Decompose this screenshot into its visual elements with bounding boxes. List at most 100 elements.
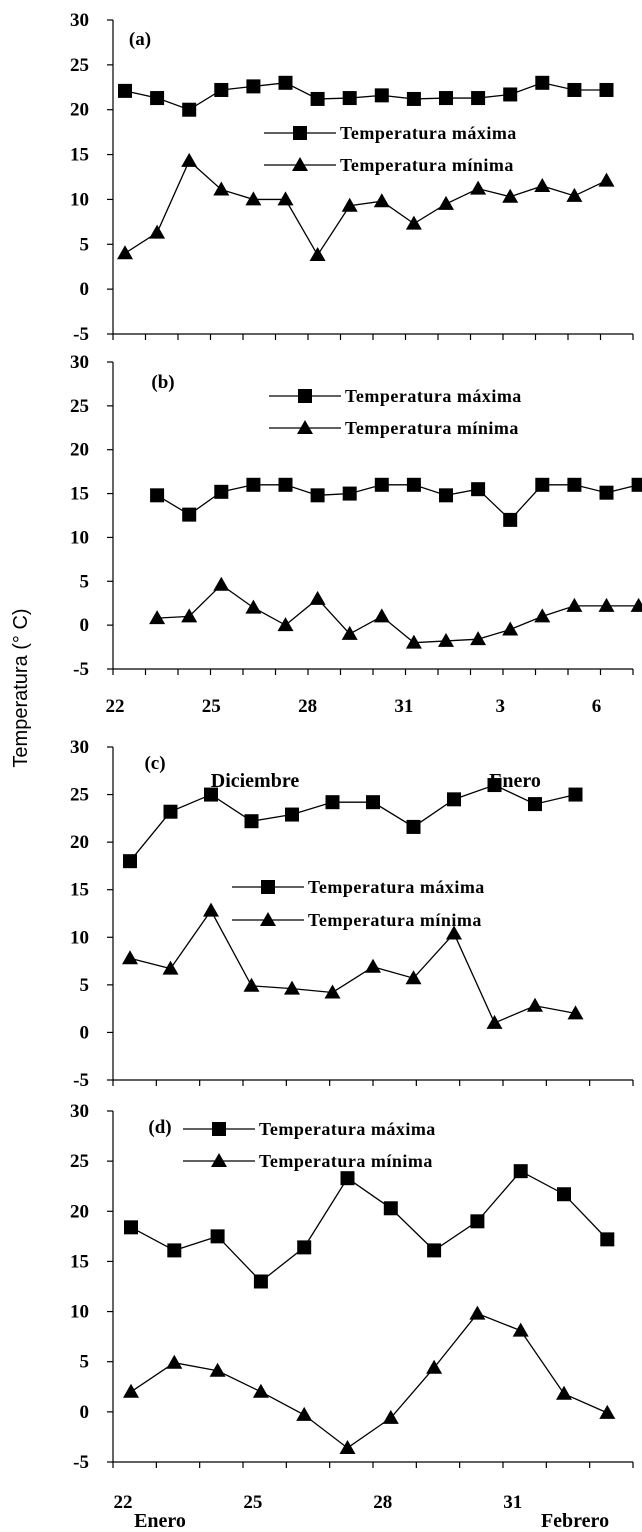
point-maxima [366,795,380,810]
series-line-minima [124,159,607,257]
panel-label: (d) [148,1117,171,1138]
y-tick-label: 0 [80,615,90,636]
point-maxima [567,477,582,492]
point-maxima [439,91,453,106]
point-maxima [342,91,357,106]
y-tick-label: 20 [70,1201,89,1222]
y-tick-label: 10 [70,527,89,548]
point-minima [117,245,133,260]
y-tick-label: 25 [70,55,89,76]
point-minima [341,625,358,640]
point-maxima [310,488,325,503]
point-maxima [528,797,542,812]
point-maxima [182,102,197,117]
point-minima [512,1322,529,1337]
month-label: Enero [489,770,541,792]
point-maxima [310,91,325,106]
point-minima [252,1383,269,1398]
point-minima [166,1354,183,1369]
chart-panel-b: 30 25 20 15 10 5 0 -5 22 25 28 31 3 6 Diciembre Enero (b… [70,352,642,792]
point-maxima [471,482,486,497]
point-maxima [150,488,165,503]
point-minima [284,980,300,995]
y-tick-label: -5 [73,1452,89,1473]
y-tick-label: 25 [70,785,89,806]
point-minima [599,1404,616,1419]
point-maxima [325,795,340,810]
point-maxima [503,512,518,527]
point-minima [309,247,326,262]
y-tick-label: 5 [80,975,90,996]
x-tick-label: 3 [495,696,505,717]
y-tick-label: 10 [70,927,89,948]
point-maxima [487,778,502,793]
legend-label-maxima: Temperatura máxima [340,123,517,143]
point-minima [405,970,422,985]
point-minima [339,1439,356,1454]
legend-marker-minima [297,420,313,434]
y-tick-label: 5 [80,1352,90,1373]
y-tick-label: 20 [70,440,89,461]
legend-label-minima: Temperatura mínima [345,418,519,438]
legend-label-minima: Temperatura mínima [340,155,514,175]
x-tick-label: 25 [243,1492,262,1513]
point-maxima [340,1171,355,1186]
x-tick-label: 28 [373,1492,392,1513]
point-minima [566,187,583,202]
point-minima [162,960,179,975]
y-tick-label: -5 [73,1070,89,1091]
point-maxima [568,787,583,802]
point-maxima [253,1274,268,1289]
legend-marker-minima [292,157,308,171]
point-maxima [447,792,461,807]
y-tick-label: 30 [70,10,89,31]
point-maxima [600,1232,615,1247]
x-tick-label: 6 [592,696,602,717]
point-maxima [567,82,582,97]
point-minima [446,925,462,940]
point-minima [469,1305,486,1320]
point-minima [438,632,454,647]
point-maxima [406,91,421,106]
point-minima [534,608,551,623]
point-minima [470,631,487,646]
point-maxima [246,477,261,492]
legend-marker-minima [211,1153,227,1167]
point-maxima [167,1243,182,1258]
panel-label: (b) [151,372,174,393]
y-tick-label: 25 [70,1151,89,1172]
point-minima [213,576,230,591]
x-tick-label: 25 [202,696,221,717]
chart-panel-d: 30 25 20 15 10 5 0 -5 22 25 28 31 Enero Febrero (d) Tem… [70,1101,634,1532]
chart-panel-a: 30 25 20 15 10 5 0 -5 (a) Temperatura máxima Tempe… [70,10,634,345]
point-minima [181,152,198,167]
point-minima [502,621,519,636]
point-minima [426,1359,443,1374]
point-minima [405,634,422,649]
point-maxima [244,814,259,829]
point-minima [438,195,454,210]
y-axis-label: Temperatura (° C) [10,608,32,767]
point-maxima [214,484,229,499]
point-minima [598,172,615,187]
point-minima [296,1406,313,1421]
point-maxima [383,1201,398,1216]
point-maxima [163,804,178,819]
point-minima [209,1362,226,1377]
y-tick-label: 15 [70,1251,89,1272]
y-tick-label: 0 [80,1022,90,1043]
point-maxima [123,854,137,869]
point-maxima [374,477,389,492]
series-line-maxima [124,82,607,111]
point-minima [324,984,341,999]
series-line-maxima [156,484,639,521]
y-tick-label: 0 [80,279,90,300]
y-tick-label: 20 [70,100,89,121]
point-minima [243,977,260,992]
point-minima [527,997,543,1012]
series-line-minima [157,583,639,644]
x-tick-label: 31 [394,696,413,717]
point-minima [181,608,198,623]
y-tick-label: 30 [70,1101,89,1122]
